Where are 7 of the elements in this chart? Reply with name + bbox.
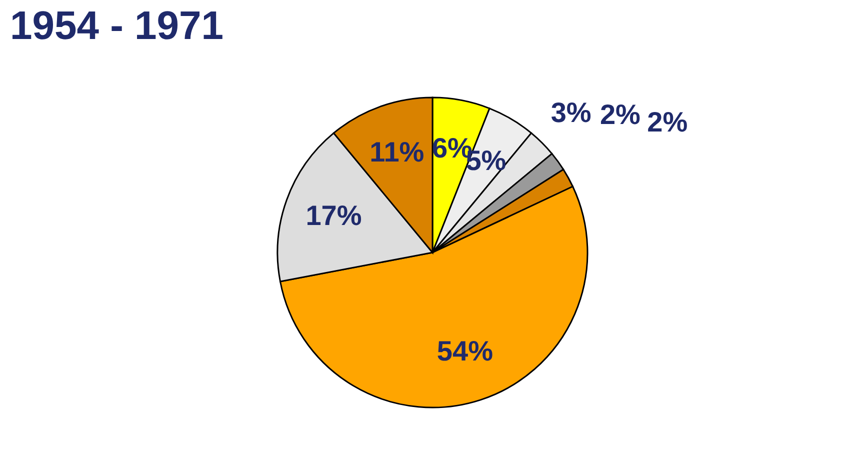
data-label: 54%: [436, 335, 494, 366]
data-label: 2%: [647, 106, 688, 138]
chart-title: 1954 - 1971: [10, 4, 224, 49]
data-label: 17%: [306, 200, 362, 231]
data-label: 11%: [370, 136, 424, 168]
data-label: 3%: [550, 96, 592, 128]
data-label: 2%: [600, 99, 641, 130]
